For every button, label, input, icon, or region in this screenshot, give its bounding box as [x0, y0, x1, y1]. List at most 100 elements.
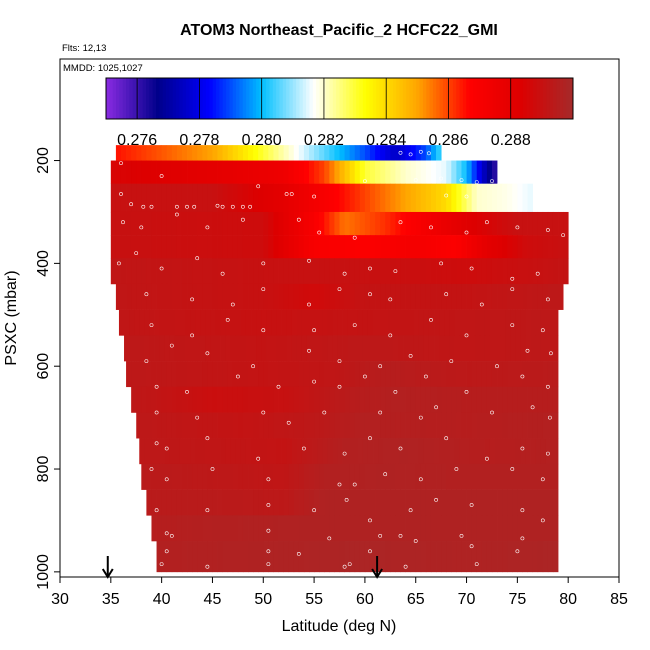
- heat-cell: [187, 412, 193, 439]
- heat-cell: [253, 211, 259, 236]
- sample-point: [240, 204, 245, 209]
- heat-cell: [202, 541, 208, 573]
- colorbar-cell: [126, 78, 130, 119]
- heat-cell: [395, 386, 401, 413]
- heat-cell: [227, 463, 234, 490]
- sample-point: [352, 235, 357, 240]
- sample-point: [248, 204, 253, 209]
- heat-cell: [327, 438, 333, 465]
- heat-cell: [517, 235, 523, 259]
- heat-cell: [151, 489, 157, 516]
- heat-cell: [126, 283, 132, 310]
- heat-cell: [187, 386, 193, 413]
- heat-cell: [385, 235, 391, 259]
- heat-cell: [383, 438, 389, 465]
- heat-cell: [268, 283, 274, 310]
- heat-cell: [268, 386, 274, 413]
- colorbar-cell: [459, 78, 464, 119]
- heat-cell: [293, 386, 300, 413]
- colorbar-cell: [292, 78, 297, 119]
- heat-cell: [425, 386, 432, 413]
- heat-cell: [131, 160, 137, 184]
- sample-point: [439, 261, 444, 266]
- heat-cell: [441, 463, 447, 490]
- heat-cell: [527, 541, 534, 573]
- heat-cell: [410, 463, 417, 490]
- heat-cell: [507, 541, 513, 573]
- heat-cell: [131, 235, 137, 259]
- heat-cell: [403, 335, 410, 362]
- heat-cell: [192, 515, 198, 542]
- heat-cell: [497, 258, 503, 285]
- heat-cell: [288, 361, 295, 388]
- heat-cell: [497, 386, 503, 413]
- heat-cell: [293, 283, 300, 310]
- heat-cell: [489, 309, 496, 336]
- heat-cell: [344, 489, 351, 516]
- heat-cell: [220, 438, 227, 465]
- heat-cell: [146, 160, 152, 184]
- heat-cell: [415, 489, 422, 516]
- heat-cell: [268, 258, 274, 285]
- heat-cell: [385, 412, 391, 439]
- heat-cell: [552, 463, 559, 490]
- sample-point: [510, 467, 515, 471]
- heat-cell: [512, 183, 518, 213]
- heat-cell: [248, 258, 254, 285]
- heat-cell: [283, 258, 290, 285]
- heat-cell: [357, 309, 364, 336]
- heat-cell: [525, 438, 531, 465]
- sample-point: [515, 549, 520, 554]
- heat-cell: [395, 283, 401, 310]
- heat-cell: [515, 438, 521, 465]
- heat-cell: [471, 361, 478, 388]
- heat-cell: [283, 515, 290, 542]
- heat-cell: [385, 361, 391, 388]
- heat-cell: [415, 541, 422, 573]
- heat-cell: [364, 258, 371, 285]
- colorbar-tick-label: 0.278: [179, 132, 219, 149]
- heat-cell: [436, 489, 442, 516]
- x-tick-label: 50: [254, 591, 272, 608]
- heat-cell: [141, 160, 147, 184]
- heat-cell: [253, 145, 259, 161]
- colorbar-frame: [105, 77, 574, 120]
- heat-cell: [242, 258, 249, 285]
- heat-cell: [395, 211, 401, 236]
- heat-cell: [535, 309, 542, 336]
- colorbar-cell: [549, 78, 554, 119]
- heat-cell: [408, 438, 415, 465]
- sample-point: [235, 374, 240, 379]
- flights-note: Flts: 12,13: [62, 43, 106, 54]
- heat-cell: [430, 235, 437, 259]
- heat-cell: [232, 386, 239, 413]
- heat-cell: [395, 541, 401, 573]
- heat-cell: [555, 309, 559, 336]
- heat-cell: [187, 235, 193, 259]
- heat-cell: [202, 211, 208, 236]
- heat-cell: [136, 145, 142, 161]
- heat-cell: [110, 183, 117, 213]
- heat-cell: [375, 211, 381, 236]
- heat-cell: [141, 361, 147, 388]
- heat-cell: [552, 235, 559, 259]
- colorbar-cell: [262, 78, 267, 119]
- heat-cell: [190, 438, 196, 465]
- heat-cell: [110, 160, 117, 184]
- sample-point: [510, 276, 515, 281]
- heat-cell: [390, 386, 396, 413]
- heat-cell: [369, 361, 376, 388]
- colorbar-cell: [346, 78, 351, 119]
- heat-cell: [161, 361, 168, 388]
- heat-cell: [181, 258, 188, 285]
- heat-cell: [263, 283, 269, 310]
- colorbar-cell: [499, 78, 504, 119]
- heat-cell: [197, 541, 203, 573]
- heat-cell: [258, 541, 264, 573]
- heat-cell: [532, 515, 539, 542]
- colorbar-cell: [306, 78, 310, 119]
- heat-cell: [349, 412, 356, 439]
- heat-cell: [342, 335, 349, 362]
- colorbar-cell: [352, 78, 357, 119]
- heat-cell: [459, 438, 465, 465]
